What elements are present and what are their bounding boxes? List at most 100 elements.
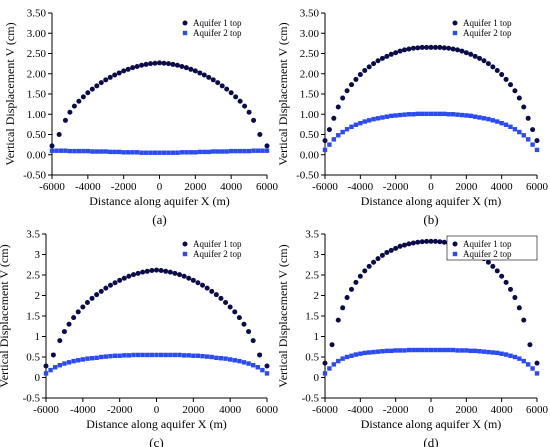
aquifer2-point <box>380 349 385 354</box>
aquifer2-point <box>168 352 173 358</box>
y-tick-label: 0 <box>314 372 320 384</box>
aquifer2-point <box>99 354 104 360</box>
x-tick-label: 6000 <box>526 181 549 193</box>
y-tick-label: 0.00 <box>27 149 47 161</box>
aquifer2-point <box>85 356 90 361</box>
aquifer2-point <box>375 349 381 354</box>
y-tick-label: 1 <box>314 331 320 343</box>
aquifer2-point <box>48 367 53 373</box>
y-tick-label: 3.5 <box>26 229 40 241</box>
aquifer1-point <box>190 277 196 283</box>
aquifer1-point <box>508 82 513 88</box>
aquifer2-point <box>175 150 180 155</box>
aquifer1-point <box>76 98 82 104</box>
aquifer2-point <box>152 150 158 155</box>
y-tick-label: 0 <box>35 372 41 384</box>
aquifer1-point <box>424 238 430 244</box>
aquifer2-point <box>353 352 359 357</box>
aquifer1-point <box>384 53 390 59</box>
aquifer2-point <box>402 112 407 117</box>
x-tick-label: -2000 <box>383 404 409 416</box>
aquifer1-point <box>181 273 187 279</box>
aquifer2-point <box>76 148 82 154</box>
aquifer1-point <box>116 70 122 76</box>
aquifer2-point <box>186 353 191 358</box>
aquifer1-point <box>432 238 438 244</box>
aquifer2-point <box>358 351 363 356</box>
aquifer2-point <box>53 365 58 370</box>
aquifer2-point <box>486 349 491 355</box>
aquifer1-point <box>130 65 136 71</box>
aquifer2-point <box>477 115 482 120</box>
y-tick-label: 0.50 <box>300 129 320 141</box>
aquifer2-point <box>228 148 234 154</box>
aquifer1-point <box>362 68 368 74</box>
aquifer1-point <box>179 63 185 69</box>
aquifer2-point <box>327 142 332 147</box>
aquifer1-point <box>393 245 399 251</box>
aquifer2-point <box>340 356 345 361</box>
aquifer2-point <box>131 352 136 358</box>
aquifer2-point <box>424 111 429 117</box>
aquifer1-point <box>85 90 91 96</box>
aquifer2-point <box>397 348 403 353</box>
aquifer2-point <box>99 149 104 154</box>
y-tick-label: 0.5 <box>26 352 40 364</box>
aquifer2-point <box>264 148 270 153</box>
y-tick-label: 3 <box>314 249 320 261</box>
aquifer2-point <box>446 112 451 117</box>
aquifer1-point <box>197 70 203 76</box>
y-tick-label: 3.00 <box>27 28 47 40</box>
aquifer1-point <box>388 51 394 57</box>
y-tick-label: 0.00 <box>300 149 320 161</box>
legend-entry: Aquifer 2 top <box>193 28 242 38</box>
aquifer2-point <box>62 361 67 366</box>
legend-marker-aquifer2 <box>452 30 458 36</box>
chart-panel-b: -0.50 0.00 0.50 1.00 1.50 2.00 2.50 3.00 3.50 -60… <box>276 8 549 228</box>
legend-entry: Aquifer 1 top <box>193 18 242 28</box>
aquifer1-point <box>393 50 399 56</box>
aquifer2-point <box>508 353 513 358</box>
aquifer1-point <box>201 72 207 78</box>
aquifer1-point <box>527 342 533 348</box>
chart-panel-d: -0.5 0 0.5 1 1.5 2 2.5 3 3.5 -6000 -4000 -2000 0 2000… <box>276 229 549 447</box>
y-tick-label: 1.50 <box>27 89 47 101</box>
aquifer2-point <box>344 127 350 132</box>
aquifer2-point <box>223 356 228 361</box>
aquifer2-point <box>415 111 420 117</box>
aquifer1-point <box>463 50 469 56</box>
aquifer2-point <box>534 147 540 153</box>
aquifer1-point <box>218 295 224 301</box>
aquifer1-point <box>80 304 86 310</box>
aquifer1-point <box>210 77 216 83</box>
aquifer1-point <box>508 286 513 292</box>
aquifer2-point <box>384 348 390 354</box>
y-axis-label: Vertical Displacement V (cm) <box>276 244 290 387</box>
legend-marker-aquifer1 <box>182 241 188 247</box>
aquifer2-point <box>512 354 518 360</box>
aquifer2-point <box>134 150 140 155</box>
aquifer1-point <box>379 55 385 61</box>
aquifer1-point <box>503 279 509 285</box>
legend-marker-aquifer1 <box>182 20 188 26</box>
aquifer2-point <box>158 352 164 358</box>
aquifer2-point <box>209 354 214 360</box>
y-tick-label: 1.5 <box>305 311 319 323</box>
aquifer2-point <box>85 148 91 154</box>
aquifer2-point <box>218 356 224 361</box>
aquifer2-point <box>202 149 207 155</box>
aquifer2-point <box>227 357 233 362</box>
chart-panel-a: -0.50 0.00 0.50 1.00 1.50 2.00 2.50 3.00 3.50 -60… <box>3 8 279 228</box>
aquifer1-point <box>206 74 212 80</box>
aquifer2-point <box>419 347 425 353</box>
x-tick-label: 6000 <box>256 404 279 416</box>
aquifer1-point <box>406 241 412 247</box>
y-axis-label: Vertical Displacement V (cm) <box>3 22 17 165</box>
aquifer1-point <box>107 74 113 80</box>
aquifer2-point <box>237 148 243 154</box>
aquifer1-point <box>397 243 403 249</box>
aquifer2-point <box>49 148 55 153</box>
aquifer1-point <box>148 61 154 67</box>
aquifer2-point <box>495 350 500 356</box>
aquifer1-point <box>459 48 465 54</box>
